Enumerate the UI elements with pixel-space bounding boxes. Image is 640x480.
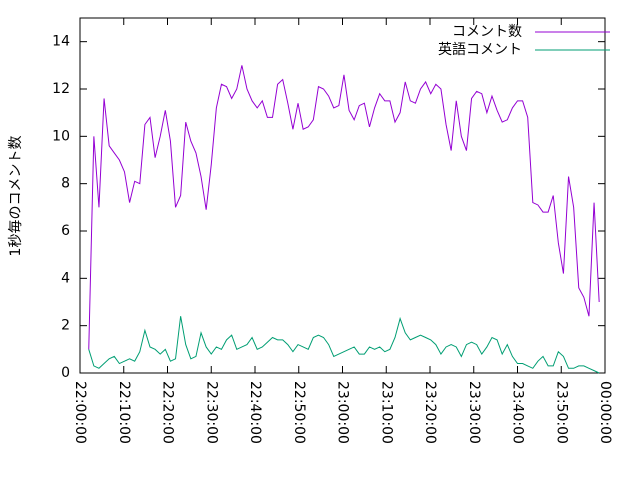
x-tick-label: 23:20:00	[422, 381, 438, 444]
x-tick-label: 22:30:00	[203, 381, 219, 444]
x-tick-label: 22:20:00	[160, 381, 176, 444]
plot-frame	[79, 17, 606, 374]
x-tick-label: 22:50:00	[291, 381, 307, 444]
y-tick-label: 12	[52, 81, 70, 97]
y-axis-label: 1秒毎のコメント数	[8, 136, 24, 257]
x-tick-label: 22:10:00	[116, 381, 132, 444]
x-tick-label: 23:10:00	[378, 381, 394, 444]
x-tick-label: 22:00:00	[72, 381, 88, 444]
y-tick-label: 2	[61, 318, 70, 334]
legend-label: 英語コメント	[438, 41, 522, 58]
y-tick-label: 10	[52, 128, 70, 144]
series-line	[88, 316, 600, 374]
y-tick-label: 8	[61, 176, 70, 192]
x-tick-label: 23:30:00	[466, 381, 482, 444]
series-line	[88, 65, 600, 350]
x-tick-label: 23:50:00	[553, 381, 569, 444]
x-tick-label: 00:00:00	[597, 381, 613, 444]
x-tick-label: 23:00:00	[335, 381, 351, 444]
x-tick-label: 23:40:00	[510, 381, 526, 444]
y-tick-label: 14	[52, 34, 70, 50]
y-tick-label: 0	[61, 365, 70, 381]
y-tick-label: 4	[61, 270, 70, 286]
legend-label: コメント数	[452, 24, 522, 40]
x-tick-label: 22:40:00	[247, 381, 263, 444]
y-tick-label: 6	[61, 223, 70, 239]
